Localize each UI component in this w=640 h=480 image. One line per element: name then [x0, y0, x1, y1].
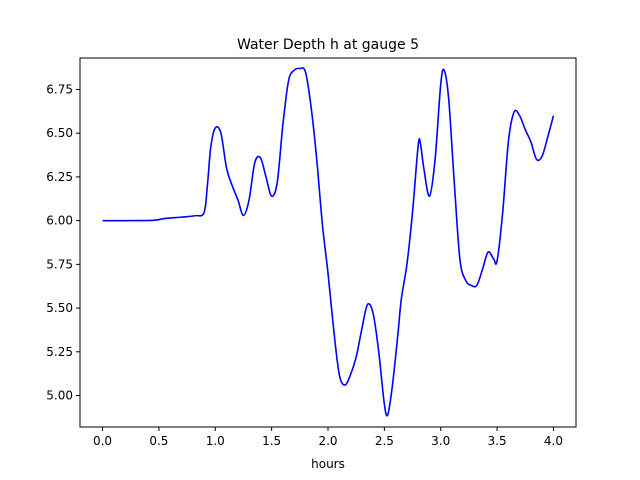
x-tick-label: 3.5 — [488, 434, 507, 448]
y-tick-label: 5.25 — [46, 345, 73, 359]
y-tick-label: 5.50 — [46, 301, 73, 315]
x-tick-label: 1.0 — [206, 434, 225, 448]
chart-title: Water Depth h at gauge 5 — [237, 37, 419, 53]
y-tick-label: 5.75 — [46, 257, 73, 271]
x-tick-label: 4.0 — [544, 434, 563, 448]
x-axis: 0.0 0.5 1.0 1.5 2.0 2.5 3.0 3.5 4.0 — [93, 427, 563, 448]
y-axis: 5.00 5.25 5.50 5.75 6.00 6.25 6.50 6.75 — [46, 82, 80, 403]
x-tick-label: 3.0 — [431, 434, 450, 448]
y-tick-label: 6.75 — [46, 82, 73, 96]
plot-area — [80, 58, 576, 427]
y-tick-label: 6.25 — [46, 170, 73, 184]
y-tick-label: 5.00 — [46, 389, 73, 403]
y-tick-label: 6.50 — [46, 126, 73, 140]
y-tick-label: 6.00 — [46, 214, 73, 228]
series-layer — [102, 67, 555, 417]
x-tick-label: 1.5 — [262, 434, 281, 448]
x-tick-label: 0.0 — [93, 434, 112, 448]
x-tick-label: 2.5 — [375, 434, 394, 448]
x-axis-label: hours — [311, 457, 345, 471]
x-tick-label: 0.5 — [149, 434, 168, 448]
x-tick-label: 2.0 — [318, 434, 337, 448]
series-line — [102, 67, 555, 417]
plot-frame — [79, 57, 577, 428]
